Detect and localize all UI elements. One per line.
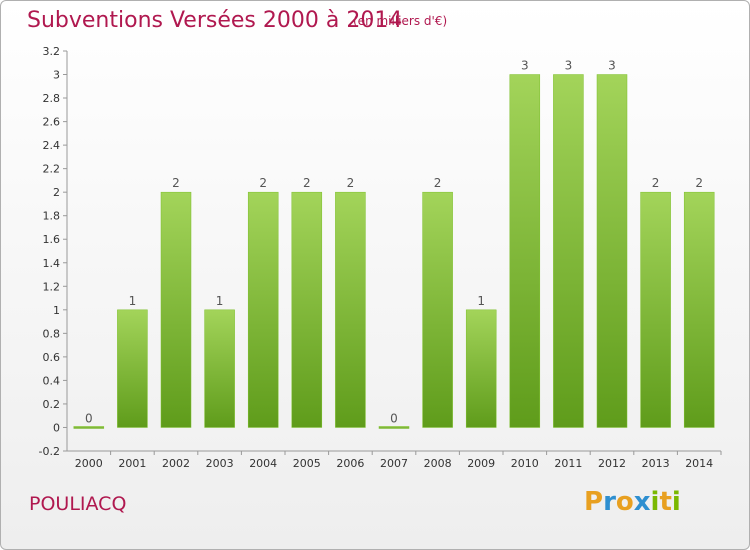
y-tick-label: 1: [53, 304, 60, 317]
y-tick-label: 3.2: [43, 45, 61, 58]
bar: [117, 309, 148, 428]
y-tick-label: 3: [53, 69, 60, 82]
x-tick-label: 2007: [380, 457, 408, 470]
data-label: 1: [129, 294, 137, 308]
data-label: 2: [434, 176, 442, 190]
data-label: 2: [172, 176, 180, 190]
x-tick-label: 2012: [598, 457, 626, 470]
proxiti-logo[interactable]: Proxiti: [584, 487, 681, 517]
y-tick-label: 1.2: [43, 280, 61, 293]
bar: [465, 309, 497, 428]
y-tick-label: 1.6: [43, 233, 61, 246]
x-tick-label: 2003: [206, 457, 234, 470]
chart-title: Subventions Versées 2000 à 2014: [27, 8, 403, 33]
x-tick-label: 2013: [642, 457, 670, 470]
y-tick-label: 2: [53, 186, 60, 199]
x-tick-label: 2006: [336, 457, 364, 470]
bar: [160, 191, 192, 428]
x-tick-label: 2011: [554, 457, 582, 470]
logo-letter: t: [659, 487, 672, 517]
data-label: 1: [477, 294, 485, 308]
bar: [204, 309, 235, 428]
data-label: 2: [347, 176, 355, 190]
bar: [553, 74, 584, 428]
logo-letter: o: [615, 487, 634, 517]
chart-subtitle: (en milliers d'€): [353, 14, 448, 28]
x-tick-label: 2010: [511, 457, 539, 470]
x-tick-label: 2001: [118, 457, 146, 470]
y-tick-label: 2.2: [43, 163, 61, 176]
bar: [378, 426, 410, 429]
data-label: 3: [521, 59, 529, 73]
logo-letter: P: [584, 487, 604, 517]
bar: [509, 74, 541, 428]
bar: [335, 191, 366, 428]
data-label: 0: [390, 411, 398, 425]
x-tick-label: 2000: [75, 457, 103, 470]
y-tick-label: 2.6: [43, 116, 61, 129]
y-tick-label: 1.4: [43, 257, 61, 270]
logo-letter: x: [633, 487, 651, 517]
bar: [247, 191, 279, 428]
x-tick-label: 2008: [424, 457, 452, 470]
data-label: 2: [303, 176, 311, 190]
y-tick-label: 0.4: [43, 374, 61, 387]
data-label: 3: [565, 59, 573, 73]
data-label: 3: [608, 59, 616, 73]
y-tick-label: 0.8: [43, 327, 61, 340]
bar: [596, 74, 628, 428]
data-label: 0: [85, 411, 93, 425]
y-tick-label: 0.2: [43, 398, 61, 411]
x-tick-label: 2002: [162, 457, 190, 470]
commune-name: POULIACQ: [29, 493, 127, 515]
data-label: 2: [259, 176, 267, 190]
bar: [640, 191, 671, 428]
y-tick-label: 0.6: [43, 351, 61, 364]
y-tick-label: 0: [53, 421, 60, 434]
logo-letter: i: [671, 487, 681, 517]
y-tick-label: 1.8: [43, 210, 61, 223]
y-tick-label: -0.2: [39, 445, 60, 458]
bar: [422, 191, 453, 428]
data-label: 2: [695, 176, 703, 190]
data-label: 2: [652, 176, 660, 190]
x-tick-label: 2009: [467, 457, 495, 470]
x-tick-label: 2004: [249, 457, 277, 470]
x-tick-label: 2014: [685, 457, 713, 470]
bar: [291, 191, 323, 428]
data-label: 1: [216, 294, 224, 308]
x-tick-label: 2005: [293, 457, 321, 470]
logo-letter: r: [603, 487, 616, 517]
bar: [73, 426, 105, 429]
logo-letter: i: [650, 487, 660, 517]
bar: [683, 191, 715, 428]
y-tick-label: 2.4: [43, 139, 61, 152]
y-tick-label: 2.8: [43, 92, 61, 105]
